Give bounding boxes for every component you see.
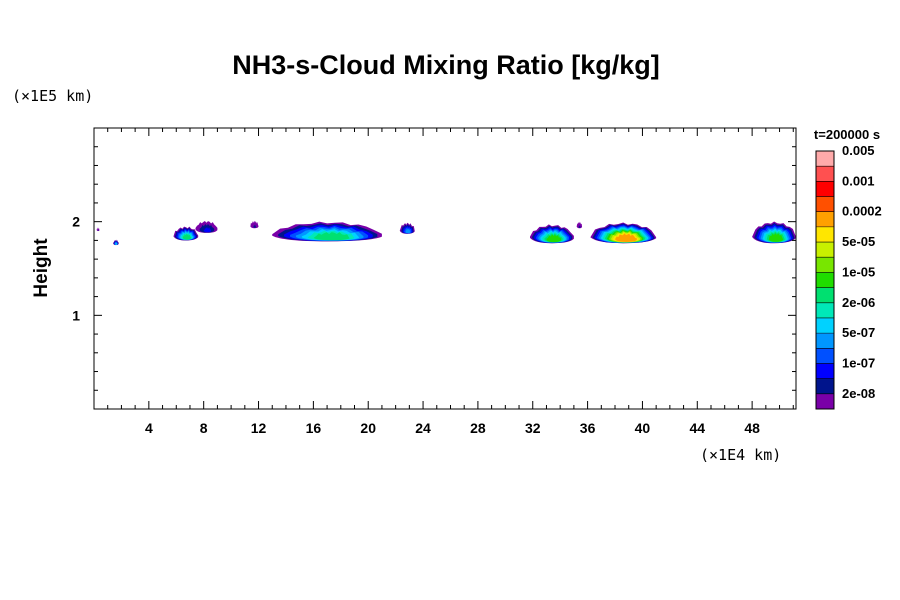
x-tick-label: 16: [306, 420, 322, 436]
x-tick-label: 48: [744, 420, 760, 436]
chart-title: NH3-s-Cloud Mixing Ratio [kg/kg]: [232, 50, 660, 80]
cloud-patch: [173, 226, 199, 241]
colorbar-swatch: [816, 287, 834, 303]
x-tick-label: 4: [145, 420, 153, 436]
cloud-level-contour: [576, 221, 583, 229]
colorbar-swatch: [816, 302, 834, 318]
cloud-level-contour: [96, 227, 100, 232]
cloud-level-contour: [615, 233, 637, 242]
cloud-field: [96, 220, 796, 246]
y-axis-unit: (×1E5 km): [12, 87, 93, 105]
y-tick-label: 1: [72, 307, 80, 323]
colorbar-label: 1e-07: [842, 355, 875, 370]
x-tick-label: 28: [470, 420, 486, 436]
x-tick-label: 36: [580, 420, 596, 436]
cloud-patch: [399, 222, 415, 234]
y-axis-label: Height: [31, 238, 52, 298]
colorbar-label: 5e-07: [842, 325, 875, 340]
colorbar-swatch: [816, 151, 834, 167]
cloud-patch: [752, 221, 796, 244]
colorbar-label: 0.001: [842, 173, 875, 188]
colorbar: 2e-08 1e-07 5e-07 2e-06 1e-05 5e-05 0.0002 0.00…: [815, 143, 882, 410]
cloud-patch: [590, 222, 657, 244]
cloud-patch: [272, 221, 382, 242]
colorbar-swatch: [816, 257, 834, 273]
cloud-level-contour: [250, 220, 259, 229]
x-tick-label: 32: [525, 420, 541, 436]
cloud-level-contour: [578, 224, 581, 229]
cloud-level-contour: [405, 228, 411, 234]
colorbar-swatch: [816, 226, 834, 243]
cloud-patch: [195, 221, 218, 233]
x-axis: 4 8 12 16 20 24 28 32 36 40 44 48: [107, 128, 794, 436]
colorbar-label: 2e-08: [842, 386, 875, 401]
colorbar-swatch: [816, 166, 834, 182]
cloud-level-contour: [203, 226, 211, 233]
colorbar-label: 2e-06: [842, 295, 875, 310]
colorbar-swatch: [816, 196, 834, 212]
colorbar-swatch: [816, 333, 834, 349]
x-tick-label: 12: [251, 420, 267, 436]
cloud-level-contour: [115, 242, 118, 245]
cloud-patch: [250, 220, 259, 229]
colorbar-swatch: [816, 363, 834, 379]
x-tick-label: 8: [200, 420, 208, 436]
x-tick-label: 40: [635, 420, 651, 436]
cloud-patch: [530, 224, 574, 244]
y-tick-label: 2: [72, 214, 80, 230]
cloud-level-contour: [97, 228, 99, 232]
time-label: t=200000 s: [814, 127, 880, 142]
colorbar-label: 5e-05: [842, 234, 875, 249]
colorbar-label: 1e-05: [842, 264, 875, 279]
plot-area: 4 8 12 16 20 24 28 32 36 40 44 48 12: [72, 127, 797, 436]
cloud-patch: [576, 221, 583, 229]
colorbar-swatch: [816, 242, 834, 258]
colorbar-swatch: [816, 348, 834, 364]
colorbar-swatch: [816, 317, 834, 334]
plot-frame: [93, 127, 797, 410]
cloud-level-contour: [182, 233, 191, 240]
colorbar-swatch: [816, 211, 834, 227]
cloud-patch: [113, 239, 119, 246]
colorbar-frame: [815, 150, 835, 410]
colorbar-swatch: [816, 272, 834, 288]
colorbar-swatch: [816, 181, 834, 197]
cloud-level-contour: [546, 234, 561, 243]
cloud-level-contour: [253, 224, 257, 228]
colorbar-label: 0.0002: [842, 204, 882, 219]
x-tick-label: 44: [689, 420, 705, 436]
y-axis: 12: [72, 146, 796, 391]
cloud-patch: [96, 227, 100, 232]
colorbar-swatch: [816, 378, 834, 394]
cloud-level-contour: [313, 232, 350, 241]
colorbar-swatch: [816, 393, 834, 409]
cloud-level-contour: [768, 233, 784, 242]
x-tick-label: 24: [415, 420, 431, 436]
colorbar-label: 0.005: [842, 143, 875, 158]
x-axis-unit: (×1E4 km): [700, 446, 781, 464]
x-tick-label: 20: [360, 420, 376, 436]
